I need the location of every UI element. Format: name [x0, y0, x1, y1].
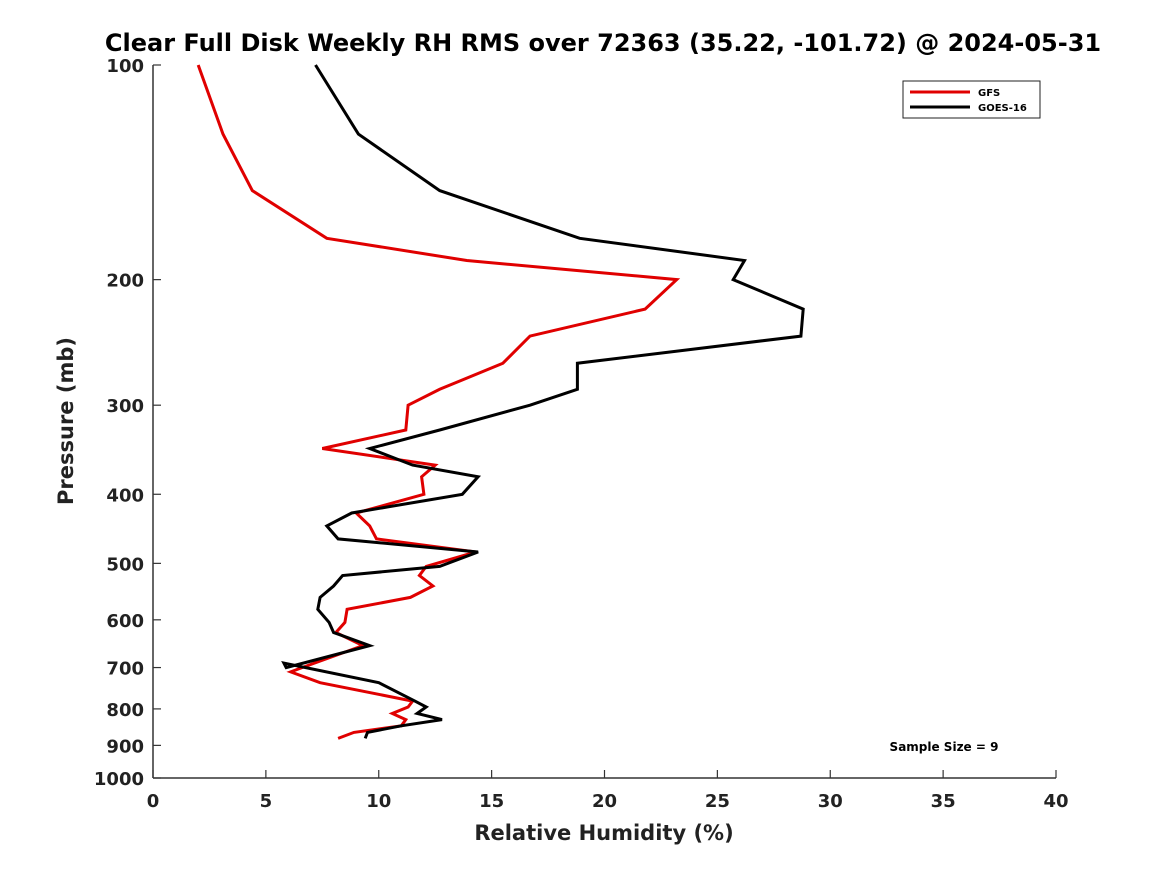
y-tick-label: 900 [106, 736, 144, 757]
y-tick-label: 100 [106, 56, 144, 77]
chart-title: Clear Full Disk Weekly RH RMS over 72363… [105, 29, 1101, 57]
x-tick-label: 15 [479, 791, 504, 812]
y-tick-label: 700 [106, 659, 144, 680]
x-tick-label: 35 [931, 791, 956, 812]
x-tick-label: 0 [147, 791, 160, 812]
y-tick-label: 1000 [94, 769, 144, 790]
plot-area [153, 65, 1056, 778]
legend: GFS GOES-16 [902, 80, 1041, 119]
legend-box [902, 80, 1041, 119]
y-tick-label: 600 [106, 611, 144, 632]
legend-label-goes16: GOES-16 [978, 103, 1027, 114]
x-tick-label: 40 [1043, 791, 1068, 812]
y-axis-label: Pressure (mb) [54, 337, 78, 505]
y-ticks: 100 200 300 400 500 600 700 800 900 1000 [94, 56, 161, 790]
y-tick-label: 800 [106, 700, 144, 721]
x-axis-label: Relative Humidity (%) [474, 821, 733, 845]
series-line-goes16 [281, 64, 805, 739]
series-line-gfs [196, 64, 681, 740]
x-tick-label: 30 [818, 791, 843, 812]
y-tick-label: 400 [106, 485, 144, 506]
x-tick-label: 20 [592, 791, 617, 812]
y-tick-label: 300 [106, 396, 144, 417]
y-tick-label: 500 [106, 554, 144, 575]
series-layer [196, 64, 805, 740]
y-tick-label: 200 [106, 271, 144, 292]
sample-size-annotation: Sample Size = 9 [890, 740, 999, 754]
x-ticks: 0 5 10 15 20 25 30 35 40 [147, 770, 1069, 812]
x-tick-label: 5 [260, 791, 273, 812]
x-tick-label: 25 [705, 791, 730, 812]
x-tick-label: 10 [366, 791, 391, 812]
legend-label-gfs: GFS [978, 88, 1000, 99]
